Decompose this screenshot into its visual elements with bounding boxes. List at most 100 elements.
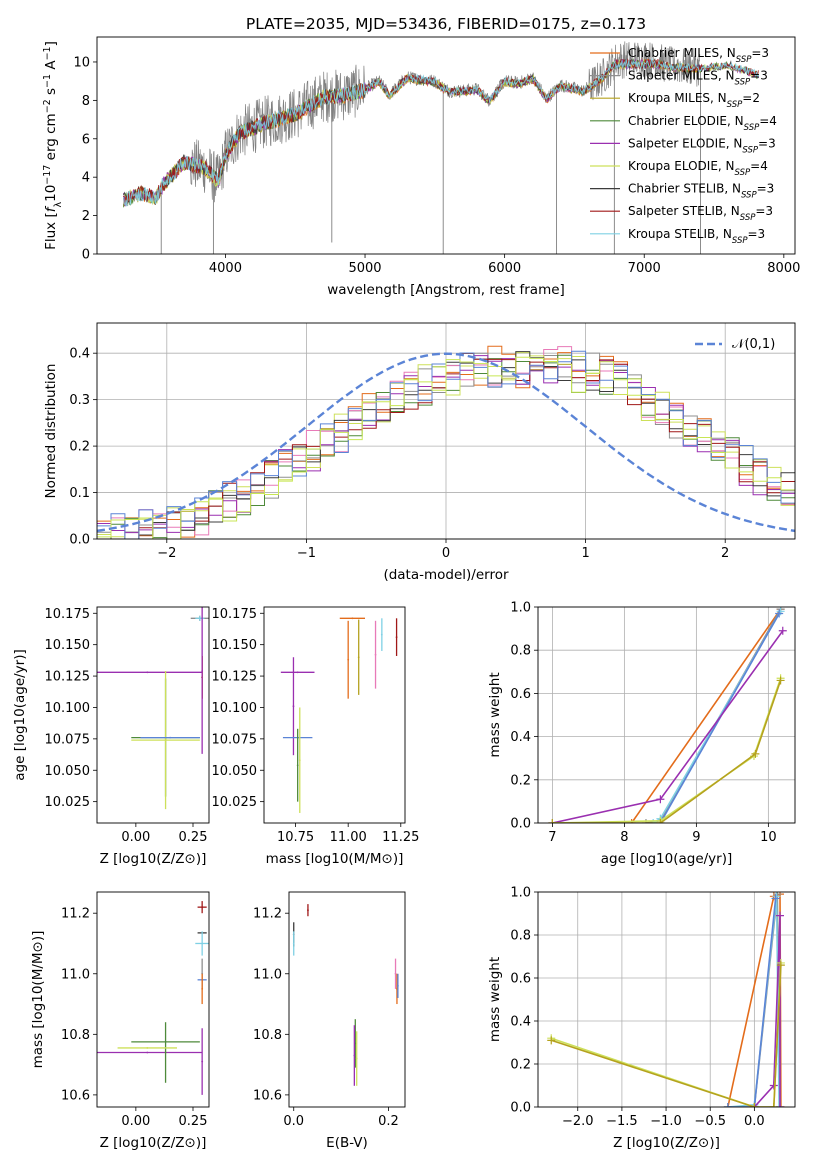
y-tick-label: 10.175 xyxy=(212,607,258,622)
legend-label-text: Kroupa STELIB, N xyxy=(628,227,732,241)
axes-frame xyxy=(96,606,210,824)
extinction-mass-panel: 0.0 0.2 10.6 10.8 11.0 11.2 E(B-V) xyxy=(253,891,406,1151)
y-tick-label: 11.0 xyxy=(61,967,90,982)
data-point xyxy=(394,972,397,975)
y-tick-label: 0.0 xyxy=(69,533,90,548)
data-point xyxy=(201,670,204,672)
legend: Chabrier MILES, NSSP=3 Salpeter MILES, N S… xyxy=(590,46,777,246)
weight-point-marker xyxy=(776,1103,785,1107)
y-tick-label: 0.6 xyxy=(510,687,531,702)
y-tick-label: 10.175 xyxy=(45,607,91,622)
x-tick-label: 0.00 xyxy=(121,830,150,845)
data-point xyxy=(146,1051,149,1054)
y-tick-label: 0.4 xyxy=(510,1015,531,1030)
data-spectrum-line xyxy=(123,41,701,205)
x-tick-label: 0.0 xyxy=(283,1114,304,1129)
y-tick-label: 0.8 xyxy=(510,929,531,944)
residuals-panel: −2 −1 0 1 2 0.0 0.1 0.2 0.3 0.4 (data-model)/error… xyxy=(43,322,796,583)
x-tick-label: 9 xyxy=(692,830,700,845)
weight-point-marker xyxy=(656,819,665,823)
weight-series-line xyxy=(552,680,782,823)
weight-point-marker xyxy=(547,1036,556,1045)
x-tick-label: 0.25 xyxy=(179,830,208,845)
y-tick-label: 0 xyxy=(82,248,90,263)
data-point xyxy=(395,636,398,639)
y-tick-label: 11.0 xyxy=(253,967,282,982)
age-mass-weight-panel: 7 8 9 10 0.0 0.2 0.4 0.6 0.8 1.0 age [log10(age/yr… xyxy=(487,601,796,867)
x-tick-label: 4000 xyxy=(209,261,242,276)
data-point xyxy=(198,617,201,620)
legend-label: Kroupa ELODIE, NSSP=4 xyxy=(628,159,768,178)
metallicity-age-panel: 0.00 0.25 10.025 10.050 10.075 10.100 10.125 10… xyxy=(12,606,210,867)
x-tick-label: −1 xyxy=(297,546,316,561)
y-tick-label: 10.8 xyxy=(253,1028,282,1043)
y-tick-label: 10.100 xyxy=(212,701,258,716)
weight-series-line xyxy=(550,965,782,1107)
y-axis-label: mass weight xyxy=(487,672,503,757)
weight-point-marker xyxy=(751,749,760,758)
data-point xyxy=(374,653,377,656)
y-tick-label: 10.075 xyxy=(212,732,258,747)
weight-series-line xyxy=(630,608,782,823)
legend-label-tail: =3 xyxy=(748,227,766,241)
data-point xyxy=(292,942,295,945)
plot-area xyxy=(97,607,209,810)
y-tick-label: 10.125 xyxy=(212,670,258,685)
x-axis-label: Z [log10(Z/Z⊙)] xyxy=(100,1135,207,1151)
data-point xyxy=(296,671,299,674)
y-tick-label: 11.2 xyxy=(253,907,282,922)
x-tick-label: 1 xyxy=(581,546,589,561)
weight-point-marker xyxy=(775,1103,784,1107)
legend-label-text: Chabrier STELIB, N xyxy=(628,182,741,196)
x-tick-label: 7 xyxy=(548,830,556,845)
data-point xyxy=(353,1054,356,1057)
y-axis-label: Flux [fλ10−17 erg cm−2 s−1 A−1] xyxy=(42,41,64,250)
legend-label: Chabrier MILES, NSSP=3 xyxy=(628,46,769,65)
legend-label-text: Salpeter MILES, N xyxy=(628,69,735,83)
mass-age-panel: 10.75 11.00 11.25 10.025 10.050 10.075 10.100 1… xyxy=(212,606,419,867)
weight-point-marker xyxy=(778,626,787,635)
data-point xyxy=(169,736,172,739)
weight-point-marker xyxy=(775,1103,784,1107)
data-point xyxy=(307,909,309,912)
y-axis-label-part: ] xyxy=(43,41,59,46)
y-tick-label: 10 xyxy=(73,55,90,70)
data-point xyxy=(201,988,204,990)
y-axis-label-part: erg cm xyxy=(43,113,59,164)
plot-area xyxy=(280,617,398,813)
weight-point-marker xyxy=(775,911,784,920)
data-point xyxy=(164,1051,167,1054)
plot-area xyxy=(292,904,399,1086)
x-tick-label: 10.75 xyxy=(277,830,314,845)
y-tick-label: 10.050 xyxy=(45,764,91,779)
residual-histogram xyxy=(97,352,795,539)
x-tick-label: 7000 xyxy=(628,261,661,276)
legend-label-tail: =4 xyxy=(759,114,777,128)
legend-label: Chabrier ELODIE, NSSP=4 xyxy=(628,114,777,133)
plot-area xyxy=(547,892,785,1107)
spectrum-panel: 4000 5000 6000 7000 8000 0 2 4 6 8 10 wavelength [A… xyxy=(42,36,800,298)
x-axis-label: Z [log10(Z/Z⊙)] xyxy=(100,851,207,867)
legend-label-sub: SSP xyxy=(732,236,748,246)
legend: 𝒩(0,1) xyxy=(695,337,775,352)
y-tick-label: 2 xyxy=(82,209,90,224)
metallicity-mass-panel: 0.00 0.25 10.6 10.8 11.0 11.2 Z [log10(Z/Z⊙)] m… xyxy=(30,891,210,1151)
y-tick-label: 0.0 xyxy=(510,1101,531,1116)
data-point xyxy=(351,617,354,620)
legend-label: Salpeter ELODIE, NSSP=3 xyxy=(628,136,776,155)
axes-frame xyxy=(96,322,796,540)
x-tick-label: 10 xyxy=(760,830,777,845)
y-tick-label: 0.4 xyxy=(69,347,90,362)
legend-label-tail: =3 xyxy=(755,204,773,218)
y-axis-label-part: λ xyxy=(53,202,64,208)
y-tick-label: 10.6 xyxy=(253,1088,282,1103)
y-tick-label: 10.025 xyxy=(45,795,91,810)
x-axis-label: Z [log10(Z/Z⊙)] xyxy=(613,1135,720,1151)
y-tick-label: 1.0 xyxy=(510,601,531,616)
data-point xyxy=(296,764,299,767)
y-tick-label: 10.150 xyxy=(212,638,258,653)
weight-point-marker xyxy=(775,609,784,618)
x-tick-label: 8 xyxy=(620,830,628,845)
weight-point-marker xyxy=(769,1103,778,1107)
x-tick-label: 2 xyxy=(721,546,729,561)
